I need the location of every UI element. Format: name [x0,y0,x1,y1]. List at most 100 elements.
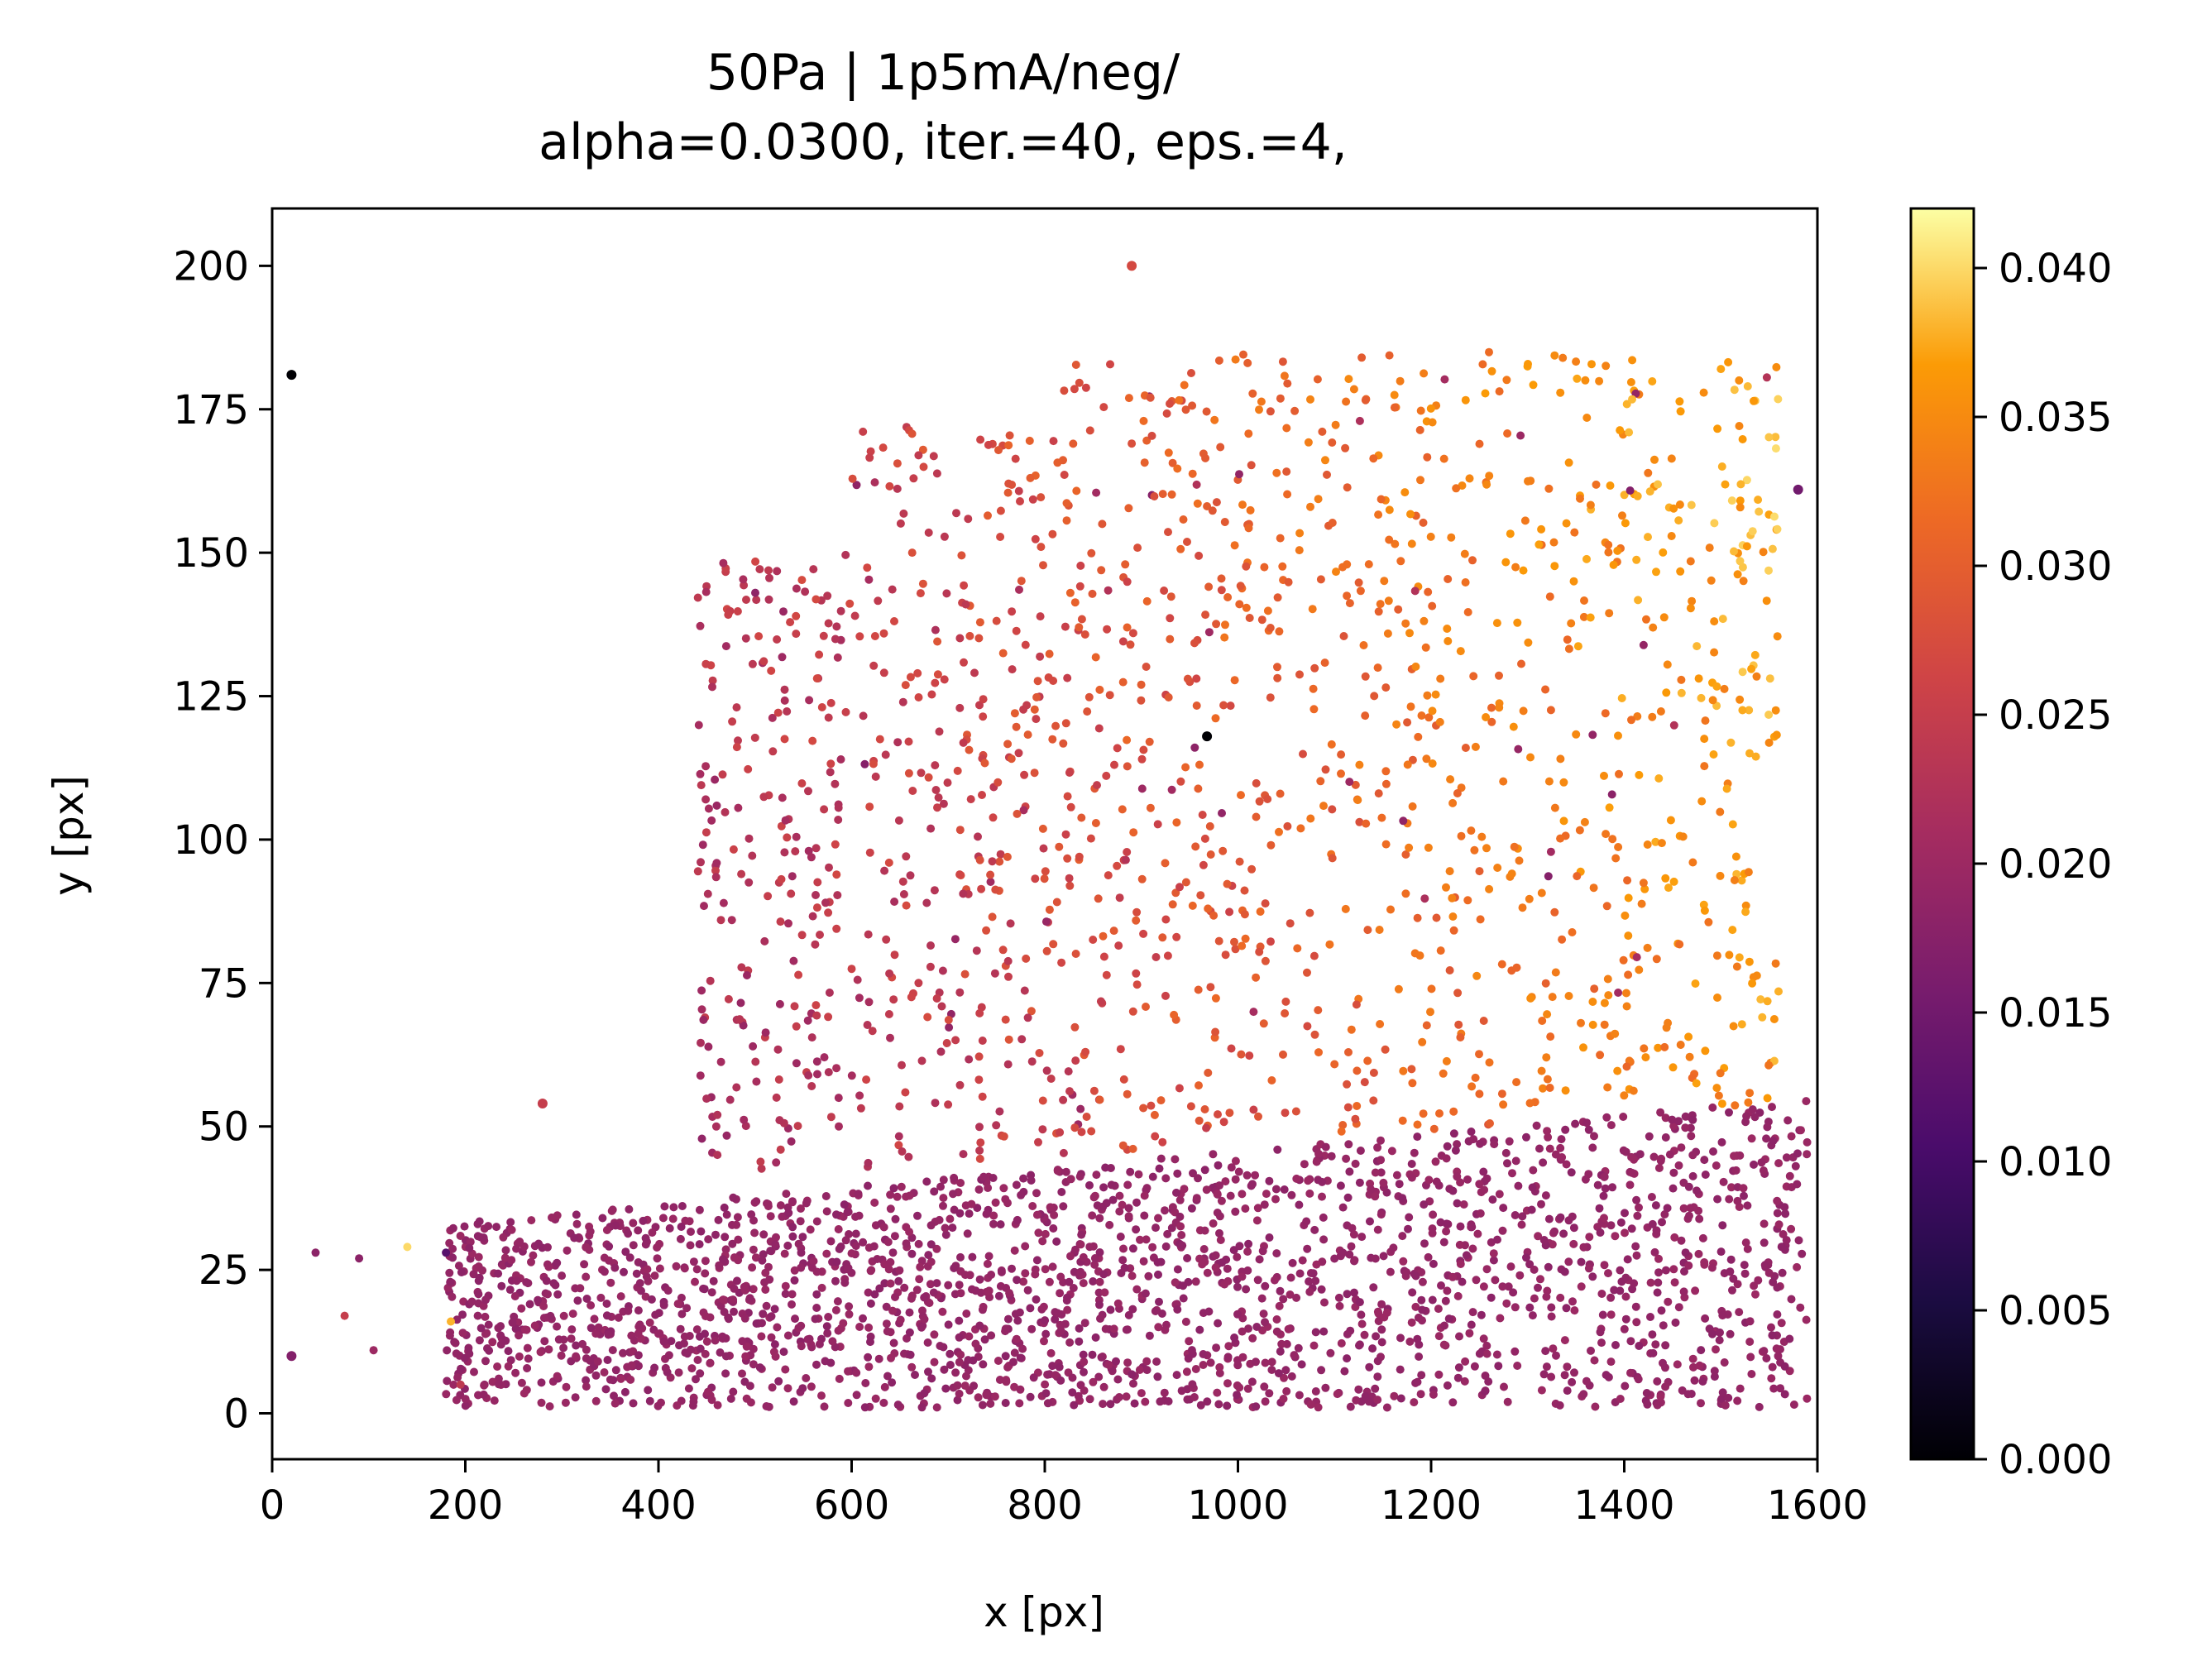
data-point [1606,1310,1616,1319]
data-point [1217,1196,1226,1205]
data-point [684,1384,693,1393]
data-point [687,1228,695,1236]
data-point [986,1399,995,1408]
data-point [1463,608,1472,616]
data-point [1650,1247,1659,1257]
data-point [812,1057,821,1066]
data-point [1187,1346,1196,1355]
data-point [1573,872,1582,881]
data-point [865,848,874,857]
data-point [758,1319,766,1328]
data-point [1091,1333,1100,1342]
data-point [1316,777,1325,786]
data-point [1712,682,1721,691]
data-point [924,773,933,782]
data-point [496,1322,505,1331]
data-point [1771,959,1780,968]
data-point [1689,1362,1697,1372]
data-point [1290,406,1300,415]
data-point [1631,1302,1640,1311]
data-point [1164,448,1173,457]
data-point [1044,673,1053,682]
data-point [1248,1180,1257,1189]
data-point [1208,506,1217,515]
data-point [1319,802,1328,811]
data-point [1735,953,1744,962]
data-point [689,1257,698,1266]
data-point [1099,1382,1108,1391]
data-point [1306,814,1315,823]
data-point [1544,777,1554,786]
data-point [1070,385,1079,394]
data-point [1249,1008,1258,1017]
data-point [1518,1212,1527,1221]
data-point [701,1312,710,1321]
data-point [620,1387,630,1396]
data-point [1090,1254,1099,1262]
data-point [1669,504,1678,513]
data-point [467,1297,476,1306]
data-point [1429,1210,1438,1219]
data-point [517,1304,526,1313]
data-point [1157,1310,1166,1318]
data-point [1295,670,1304,679]
data-point [1056,1289,1065,1298]
data-point [1030,768,1039,778]
data-point [1257,615,1266,625]
data-point [1172,932,1181,941]
data-point [1257,397,1266,406]
data-point [905,1308,914,1317]
data-point [792,1059,801,1068]
data-point [536,1348,545,1357]
data-point [1216,1236,1225,1244]
data-point [1419,518,1428,527]
data-point [1362,819,1371,828]
data-point [888,585,897,594]
data-point [1652,1226,1661,1235]
data-point [1231,355,1240,364]
data-point [1500,1382,1508,1391]
data-point [1019,806,1028,815]
data-point [1620,1324,1629,1333]
data-point [707,816,716,825]
data-point [996,1281,1005,1290]
data-point [1635,770,1644,779]
data-point [1619,955,1628,965]
data-point [926,1257,936,1266]
data-point [781,1365,790,1374]
data-point [1177,1386,1186,1396]
data-point [1200,1105,1209,1113]
data-point [1062,516,1071,525]
data-point [759,657,768,666]
data-point [1309,1341,1319,1350]
data-point [1155,1164,1164,1173]
data-point [1242,1171,1252,1180]
data-point [762,1301,771,1310]
data-point [831,779,840,788]
data-point [1718,615,1727,624]
data-point [792,584,801,593]
data-point [1482,713,1491,721]
data-point [1249,1105,1258,1114]
data-point [787,1137,796,1146]
data-point [1183,674,1192,683]
data-point [1677,1143,1686,1152]
data-point [1690,1376,1699,1385]
data-point [931,1099,940,1108]
data-point [1052,1237,1061,1246]
data-point [771,1240,780,1249]
data-point [1593,1180,1602,1190]
data-point [932,994,941,1003]
data-point [1252,1216,1262,1225]
data-point [1238,1327,1247,1336]
data-point [1743,382,1752,390]
data-point [1170,1010,1179,1019]
data-point [1032,1210,1041,1219]
data-point [470,1367,478,1377]
data-point [1485,347,1493,357]
data-point [984,1184,993,1192]
data-point [655,1329,664,1338]
data-point [874,596,883,606]
data-point [1708,696,1717,705]
data-point [805,1334,814,1343]
